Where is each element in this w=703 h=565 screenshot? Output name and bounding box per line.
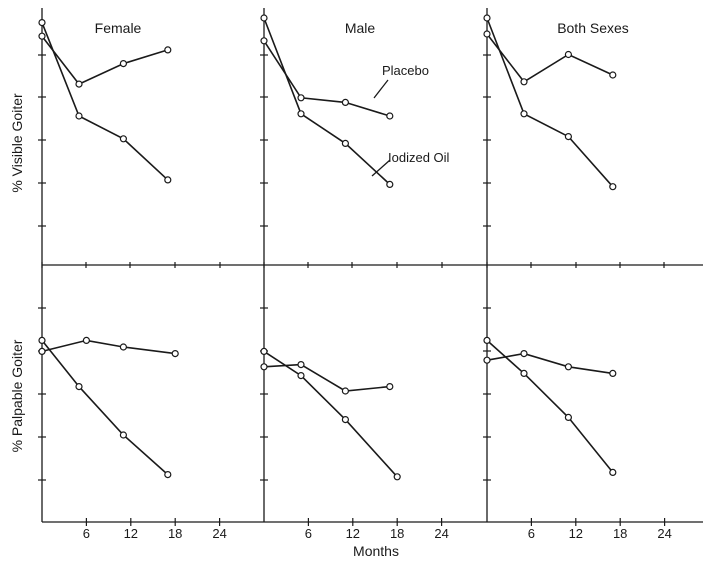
data-point-placebo-visible-both-sexes-3 bbox=[609, 71, 617, 79]
series-line-iodized-oil-palpable-male bbox=[263, 350, 398, 478]
annotation-iodized-oil-arrow bbox=[371, 159, 391, 177]
data-point-placebo-palpable-male-0 bbox=[260, 363, 268, 371]
data-point-placebo-palpable-both-sexes-2 bbox=[564, 363, 573, 371]
series-line-iodized-oil-visible-female bbox=[41, 22, 169, 181]
data-point-placebo-visible-female-2 bbox=[119, 59, 128, 68]
x-tick-label-female-24: 24 bbox=[212, 526, 226, 541]
series-line-iodized-oil-visible-male bbox=[263, 17, 391, 185]
x-tick-label-female-18: 18 bbox=[168, 526, 182, 541]
x-tick-label-male-12: 12 bbox=[346, 526, 360, 541]
x-tick-label-both-sexes-18: 18 bbox=[613, 526, 627, 541]
data-point-placebo-palpable-both-sexes-3 bbox=[609, 369, 617, 377]
data-point-iodized-oil-visible-both-sexes-3 bbox=[609, 183, 617, 191]
data-point-iodized-oil-visible-female-2 bbox=[119, 135, 128, 143]
annotation-iodized-oil: Iodized Oil bbox=[388, 150, 450, 165]
data-point-iodized-oil-palpable-female-2 bbox=[119, 431, 128, 439]
data-point-placebo-palpable-female-1 bbox=[82, 336, 91, 344]
ylabel-palpable-goiter: % Palpable Goiter bbox=[9, 339, 25, 452]
data-point-placebo-palpable-female-3 bbox=[171, 350, 179, 358]
data-point-iodized-oil-visible-male-1 bbox=[297, 110, 305, 118]
data-point-iodized-oil-palpable-both-sexes-0 bbox=[483, 336, 491, 344]
data-point-iodized-oil-visible-male-0 bbox=[260, 14, 268, 22]
data-point-placebo-visible-female-3 bbox=[164, 46, 172, 54]
data-point-placebo-palpable-male-1 bbox=[297, 361, 305, 369]
panel-title-male: Male bbox=[345, 20, 376, 36]
data-point-iodized-oil-visible-both-sexes-1 bbox=[520, 110, 528, 118]
series-line-iodized-oil-palpable-both-sexes bbox=[486, 339, 614, 473]
x-tick-label-male-24: 24 bbox=[434, 526, 448, 541]
data-point-iodized-oil-visible-both-sexes-0 bbox=[483, 14, 491, 22]
data-point-iodized-oil-palpable-male-0 bbox=[260, 347, 268, 355]
data-point-iodized-oil-palpable-male-3 bbox=[393, 473, 401, 481]
data-point-iodized-oil-visible-male-2 bbox=[341, 139, 349, 147]
data-point-placebo-palpable-male-3 bbox=[386, 383, 394, 391]
series-line-placebo-visible-both-sexes bbox=[486, 33, 614, 83]
annotation-placebo-arrow bbox=[373, 79, 389, 99]
data-point-iodized-oil-visible-female-1 bbox=[75, 112, 83, 120]
panel-title-female: Female bbox=[95, 20, 142, 36]
x-tick-label-female-12: 12 bbox=[124, 526, 138, 541]
data-point-placebo-palpable-female-0 bbox=[38, 347, 46, 355]
data-point-placebo-visible-male-2 bbox=[341, 98, 349, 107]
panel-title-both-sexes: Both Sexes bbox=[557, 20, 629, 36]
x-tick-label-both-sexes-24: 24 bbox=[657, 526, 671, 541]
x-tick-label-female-6: 6 bbox=[83, 526, 90, 541]
series-line-placebo-visible-female bbox=[41, 35, 169, 86]
data-point-placebo-palpable-female-2 bbox=[119, 343, 128, 351]
data-point-iodized-oil-palpable-female-1 bbox=[75, 383, 83, 391]
x-tick-label-both-sexes-12: 12 bbox=[569, 526, 583, 541]
x-axis-title: Months bbox=[353, 543, 399, 559]
data-point-placebo-palpable-male-2 bbox=[341, 387, 349, 395]
data-point-placebo-palpable-both-sexes-0 bbox=[483, 356, 491, 364]
data-point-placebo-visible-both-sexes-1 bbox=[520, 78, 528, 86]
data-point-placebo-visible-male-0 bbox=[260, 37, 268, 45]
data-point-iodized-oil-palpable-female-3 bbox=[164, 471, 172, 479]
data-point-placebo-visible-female-0 bbox=[38, 32, 46, 40]
x-tick-label-male-18: 18 bbox=[390, 526, 404, 541]
data-point-iodized-oil-palpable-both-sexes-2 bbox=[564, 413, 573, 421]
ylabel-visible-goiter: % Visible Goiter bbox=[9, 93, 25, 193]
data-point-iodized-oil-palpable-both-sexes-1 bbox=[520, 369, 528, 377]
data-point-placebo-palpable-both-sexes-1 bbox=[520, 350, 528, 358]
annotation-placebo: Placebo bbox=[382, 63, 429, 78]
series-line-placebo-visible-male bbox=[263, 40, 391, 117]
data-point-iodized-oil-visible-female-3 bbox=[164, 176, 172, 184]
data-point-iodized-oil-palpable-female-0 bbox=[38, 336, 46, 344]
data-point-iodized-oil-visible-both-sexes-2 bbox=[564, 133, 573, 141]
x-tick-label-male-6: 6 bbox=[305, 526, 312, 541]
data-point-placebo-visible-both-sexes-2 bbox=[564, 50, 573, 59]
data-point-iodized-oil-palpable-both-sexes-3 bbox=[609, 468, 617, 476]
data-point-iodized-oil-palpable-male-2 bbox=[341, 416, 349, 424]
data-point-placebo-visible-male-3 bbox=[386, 112, 394, 120]
x-tick-label-both-sexes-6: 6 bbox=[528, 526, 535, 541]
data-point-placebo-visible-both-sexes-0 bbox=[483, 30, 491, 38]
series-line-iodized-oil-palpable-female bbox=[41, 339, 169, 476]
data-point-iodized-oil-visible-female-0 bbox=[38, 19, 46, 27]
series-line-placebo-palpable-female bbox=[41, 339, 176, 355]
series-line-placebo-palpable-male bbox=[263, 363, 390, 392]
chart-panels: 6 12 18 24 6 12 18 24 6 12 18 24 bbox=[38, 8, 703, 541]
data-point-placebo-visible-male-1 bbox=[297, 94, 305, 102]
data-point-placebo-visible-female-1 bbox=[75, 80, 83, 88]
data-point-iodized-oil-palpable-male-1 bbox=[297, 372, 305, 380]
data-point-iodized-oil-visible-male-3 bbox=[386, 180, 394, 188]
series-line-iodized-oil-visible-both-sexes bbox=[486, 17, 614, 188]
